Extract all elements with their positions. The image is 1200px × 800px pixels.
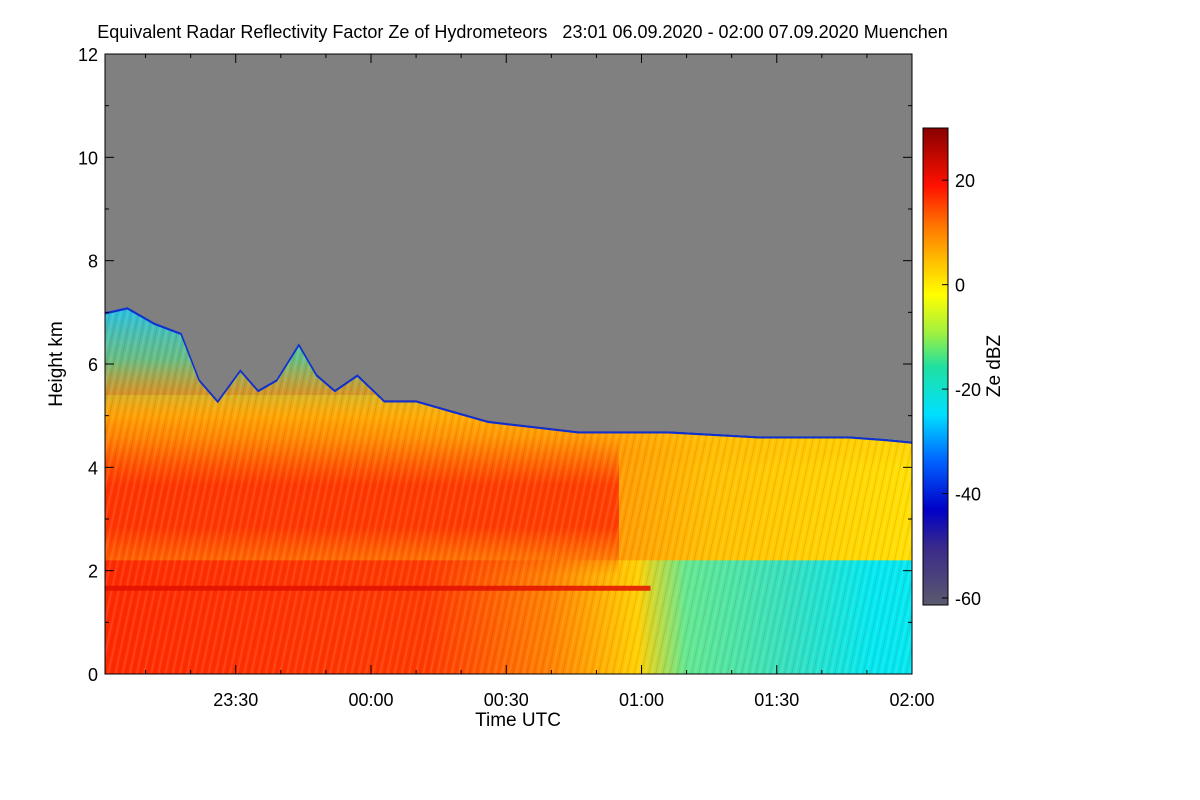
y-tick-label: 0 <box>88 665 98 685</box>
x-axis: 23:30 00:00 00:30 01:00 01:30 02:00 <box>145 54 935 710</box>
plot-area <box>105 54 912 674</box>
colorbar-tick-label: 20 <box>955 171 975 191</box>
y-tick-label: 12 <box>78 45 98 65</box>
x-tick-label: 02:00 <box>889 690 934 710</box>
colorbar-label: Ze dBZ <box>984 334 1005 397</box>
colorbar-tick-label: -20 <box>955 380 981 400</box>
melting-layer-band <box>105 585 651 591</box>
colorbar <box>922 127 949 606</box>
y-tick-label: 6 <box>88 355 98 375</box>
y-tick-label: 8 <box>88 252 98 272</box>
chart-title: Equivalent Radar Reflectivity Factor Ze … <box>97 22 948 42</box>
y-tick-label: 2 <box>88 562 98 582</box>
colorbar-tick-label: 0 <box>955 276 965 296</box>
echo-top-edge <box>105 307 912 444</box>
x-tick-label: 00:30 <box>484 690 529 710</box>
x-tick-label: 23:30 <box>213 690 258 710</box>
y-tick-label: 10 <box>78 148 98 168</box>
x-tick-label: 01:00 <box>619 690 664 710</box>
colorbar-axis: -60 -40 -20 0 20 <box>942 171 981 609</box>
y-tick-label: 4 <box>88 458 98 478</box>
x-axis-label: Time UTC <box>475 710 561 731</box>
x-tick-label: 01:30 <box>754 690 799 710</box>
x-tick-label: 00:00 <box>348 690 393 710</box>
colorbar-tick-label: -60 <box>955 589 981 609</box>
colorbar-tick-label: -40 <box>955 485 981 505</box>
y-axis: 0 2 4 6 8 10 12 <box>78 45 912 685</box>
y-axis-label: Height km <box>46 321 67 407</box>
